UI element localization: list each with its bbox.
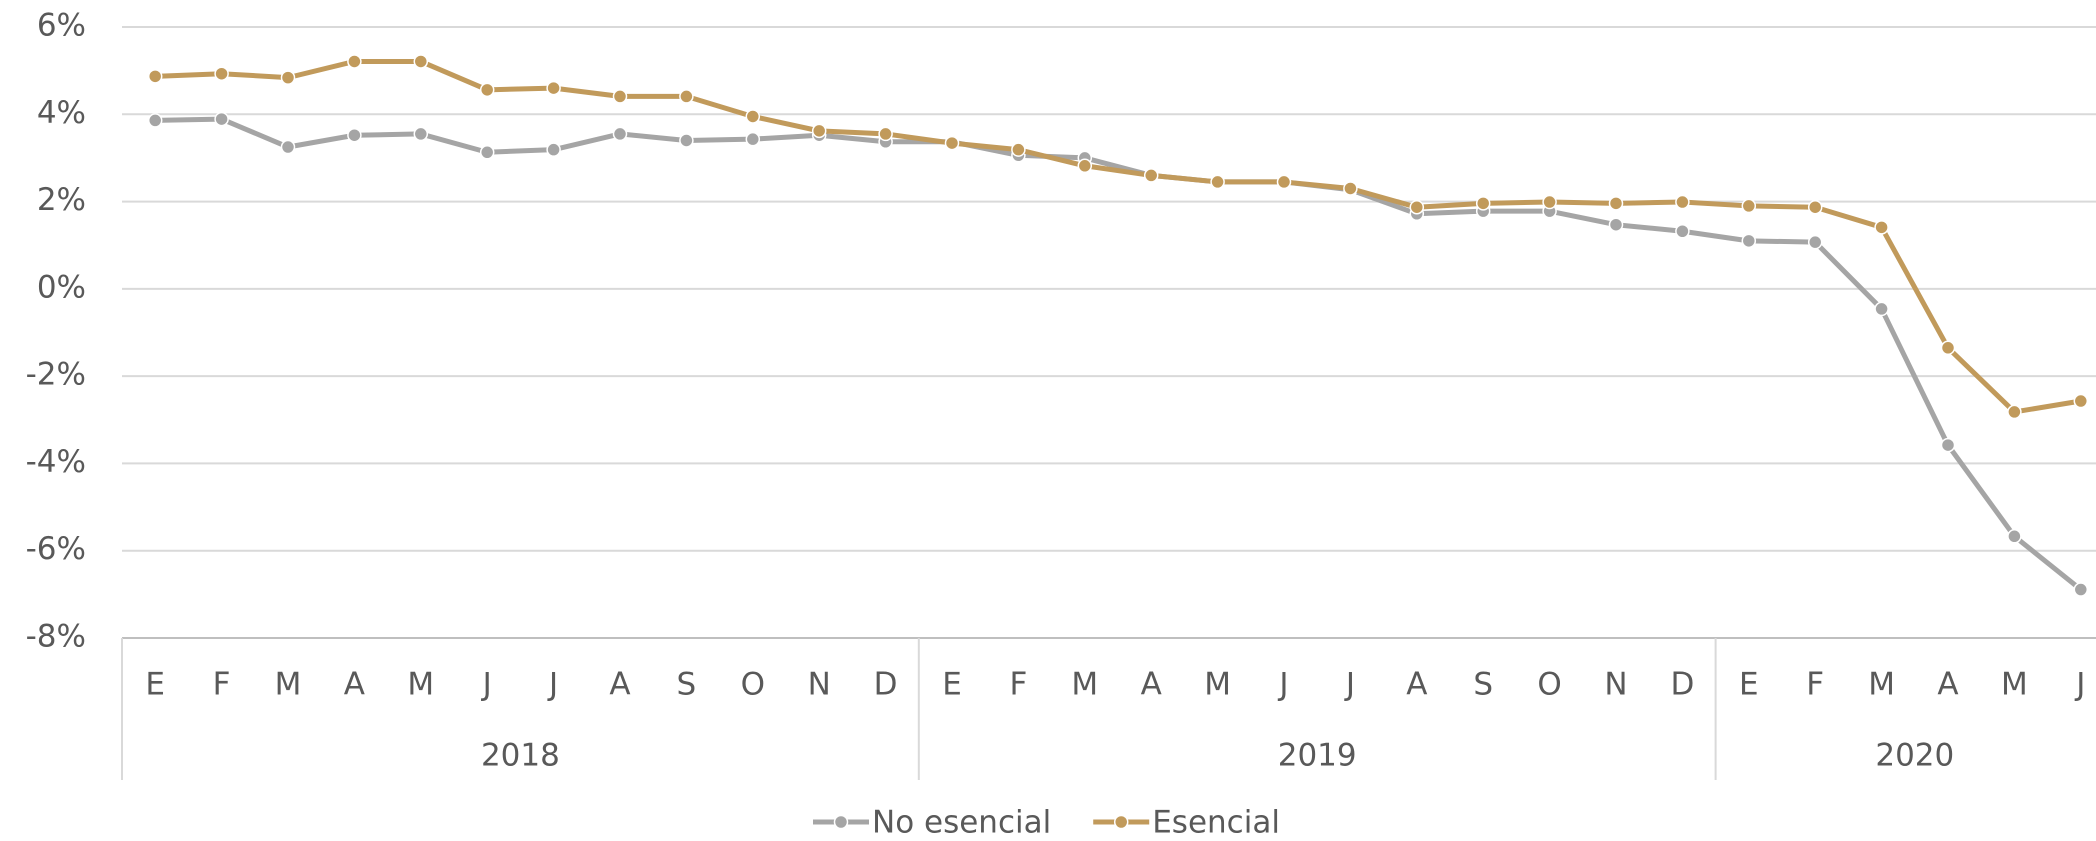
x-tick-label: S xyxy=(677,667,697,703)
x-tick-label: A xyxy=(1937,667,1958,703)
x-tick-label: A xyxy=(609,667,630,703)
series-point xyxy=(1741,198,1757,214)
series-point xyxy=(347,54,362,69)
series-point xyxy=(280,139,296,155)
series-point xyxy=(147,113,163,128)
series-point xyxy=(280,70,296,85)
x-tick-label: A xyxy=(1406,667,1427,703)
y-tick-label: -8% xyxy=(26,619,86,655)
series-point xyxy=(2007,404,2022,420)
x-tick-label: F xyxy=(1806,667,1824,703)
x-tick-label: O xyxy=(1537,667,1561,703)
year-label: 2019 xyxy=(1278,738,1357,774)
x-tick-label: M xyxy=(1204,667,1231,703)
x-tick-label: J xyxy=(2074,667,2085,703)
series-point xyxy=(1409,199,1425,215)
series-point xyxy=(1542,194,1557,210)
series-point xyxy=(679,89,694,104)
x-tick-label: N xyxy=(1604,667,1627,703)
x-tick-label: M xyxy=(1071,667,1098,703)
x-tick-label: J xyxy=(481,667,492,703)
series-point xyxy=(612,126,628,142)
series-point xyxy=(546,142,561,157)
series-point xyxy=(1940,340,1956,356)
y-tick-label: -2% xyxy=(26,357,86,393)
x-tick-label: D xyxy=(1670,667,1694,703)
series-point xyxy=(1143,168,1159,183)
series-point xyxy=(1940,437,1956,453)
series-point xyxy=(1276,174,1292,190)
series-point xyxy=(413,126,429,142)
x-tick-label: M xyxy=(407,667,434,703)
series-point xyxy=(1874,220,1889,235)
series-point xyxy=(1807,234,1823,250)
y-tick-label: 4% xyxy=(37,95,86,131)
series-point xyxy=(1343,181,1358,196)
x-tick-label: F xyxy=(213,667,231,703)
x-tick-label: A xyxy=(344,667,365,703)
series-point xyxy=(811,123,827,139)
y-tick-label: -6% xyxy=(26,531,86,567)
series-point xyxy=(2073,582,2089,597)
series-point xyxy=(2073,393,2089,409)
x-tick-label: M xyxy=(2001,667,2028,703)
x-tick-label: F xyxy=(1009,667,1027,703)
series-point xyxy=(413,54,429,69)
y-tick-label: 0% xyxy=(37,269,86,305)
x-tick-label: M xyxy=(275,667,302,703)
series-point xyxy=(1077,158,1093,174)
series-point xyxy=(745,131,761,147)
series-point xyxy=(347,127,362,143)
x-tick-label: E xyxy=(942,667,962,703)
x-tick-label: J xyxy=(547,667,558,703)
legend-label: Esencial xyxy=(1152,805,1280,841)
series-point xyxy=(214,66,229,81)
series-point xyxy=(944,135,960,151)
series-point xyxy=(214,111,229,127)
series-point xyxy=(878,126,893,142)
series-point xyxy=(479,82,495,98)
series-point xyxy=(1874,301,1889,317)
series-point xyxy=(1675,223,1690,239)
x-tick-label: O xyxy=(741,667,765,703)
x-tick-label: E xyxy=(1739,667,1759,703)
x-tick-label: M xyxy=(1868,667,1895,703)
x-tick-label: S xyxy=(1473,667,1493,703)
x-tick-label: J xyxy=(1277,667,1288,703)
x-tick-label: A xyxy=(1141,667,1162,703)
x-tick-label: D xyxy=(874,667,898,703)
series-point xyxy=(1011,142,1026,157)
series-point xyxy=(745,109,761,124)
y-tick-label: 2% xyxy=(37,182,86,218)
legend-swatch-dot xyxy=(833,814,849,830)
year-label: 2018 xyxy=(481,738,560,774)
series-point xyxy=(1608,217,1624,232)
series-point xyxy=(1475,196,1491,211)
series-point xyxy=(1675,194,1690,210)
series-point xyxy=(546,80,561,96)
x-tick-label: N xyxy=(808,667,831,703)
series-point xyxy=(1210,174,1225,190)
series-point xyxy=(147,69,163,84)
series-point xyxy=(1741,233,1757,249)
series-point xyxy=(2007,529,2022,544)
series-point xyxy=(1807,199,1823,215)
series-point xyxy=(1608,196,1624,211)
legend-swatch-dot xyxy=(1113,814,1129,830)
series-point xyxy=(679,133,694,148)
y-tick-label: 6% xyxy=(37,8,86,44)
series-line xyxy=(155,116,2083,592)
series-point xyxy=(612,89,628,104)
x-tick-label: J xyxy=(1344,667,1355,703)
series-line xyxy=(155,58,2082,415)
y-tick-label: -4% xyxy=(26,444,86,480)
year-label: 2020 xyxy=(1875,738,1954,774)
series-point xyxy=(479,145,495,160)
x-tick-label: E xyxy=(145,667,165,703)
legend-label: No esencial xyxy=(872,805,1051,841)
